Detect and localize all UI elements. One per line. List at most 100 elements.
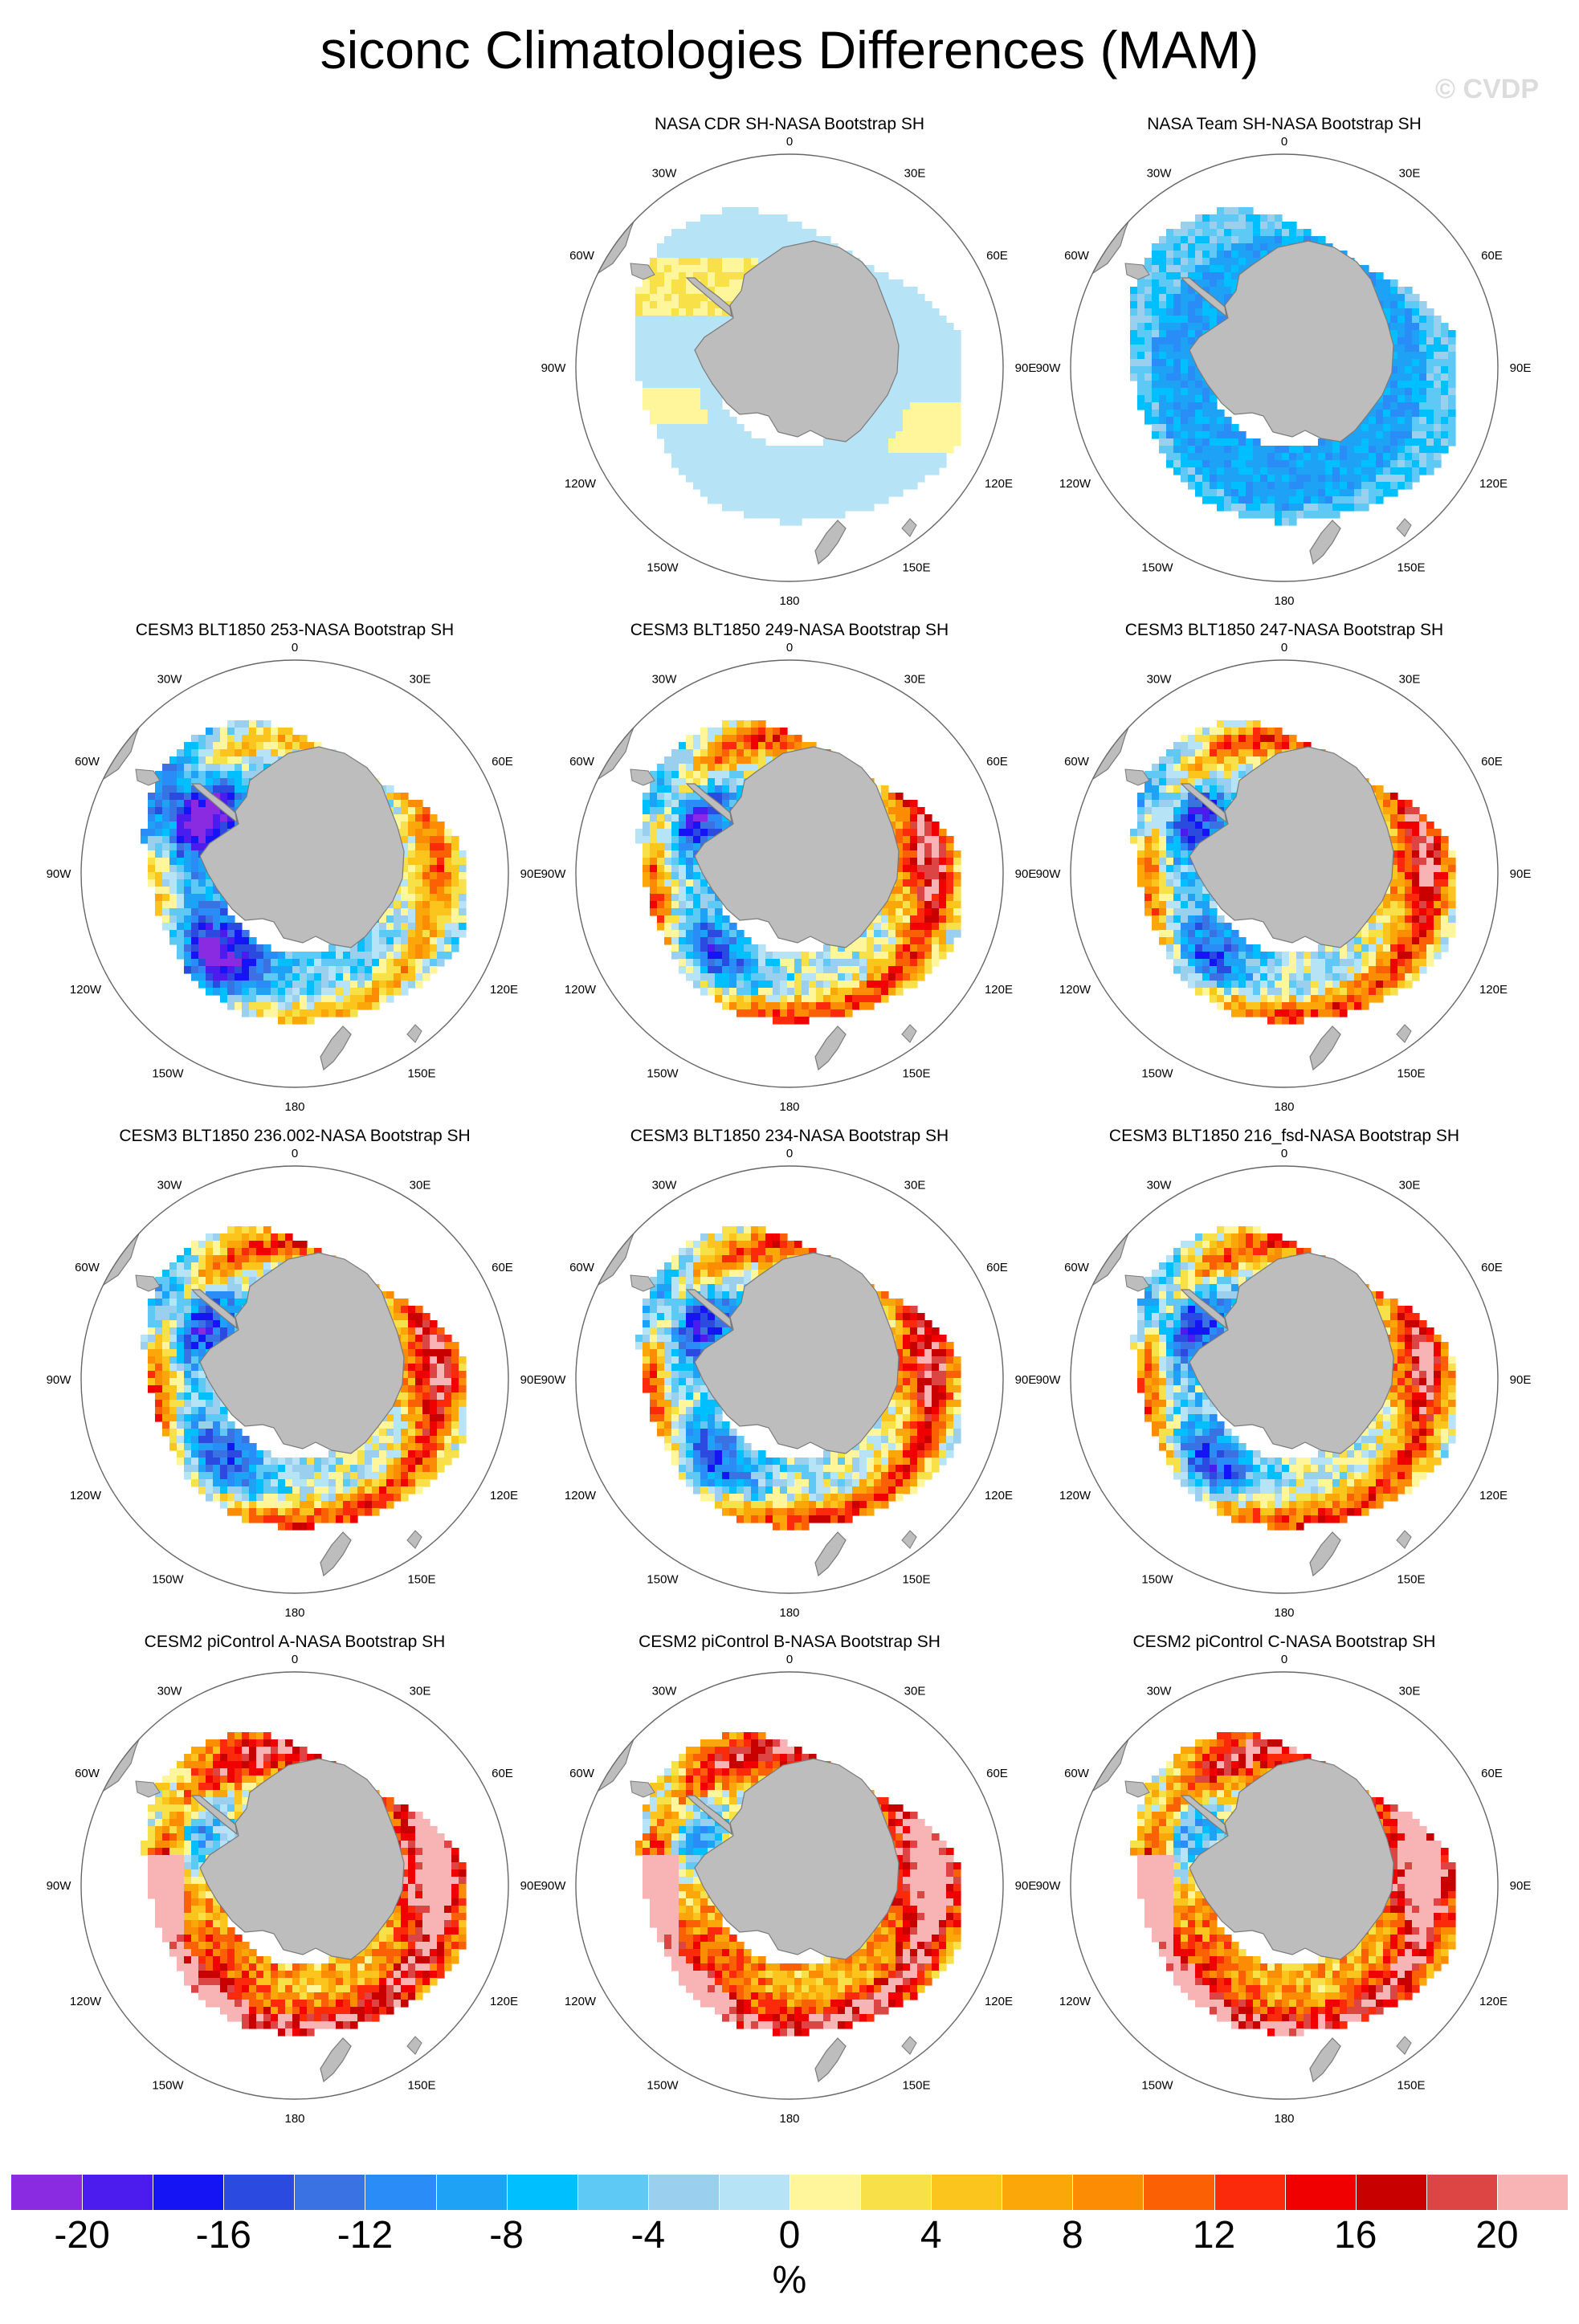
ice-cell	[1210, 728, 1218, 736]
ice-cell	[1210, 438, 1218, 446]
ice-cell	[1376, 402, 1384, 410]
ice-cell	[1397, 807, 1406, 815]
ice-cell	[1195, 482, 1203, 490]
ice-cell	[700, 410, 708, 418]
ice-cell	[1383, 446, 1391, 454]
ice-cell	[1289, 742, 1297, 750]
ice-cell	[671, 901, 679, 909]
ice-cell	[924, 959, 932, 967]
ice-cell	[1412, 402, 1420, 410]
ice-cell	[1325, 496, 1333, 504]
ice-cell	[736, 966, 745, 974]
ice-cell	[715, 236, 723, 244]
ice-cell	[888, 923, 896, 931]
ice-cell	[816, 966, 824, 974]
ice-cell	[650, 402, 658, 410]
ice-cell	[693, 438, 701, 446]
ice-cell	[780, 1009, 788, 1017]
ice-cell	[1210, 395, 1218, 403]
ice-cell	[1238, 764, 1246, 772]
ice-cell	[650, 800, 658, 808]
ice-cell	[693, 742, 701, 750]
ice-cell	[292, 742, 300, 750]
ice-cell	[1195, 308, 1203, 316]
ice-cell	[184, 771, 192, 779]
ice-cell	[1195, 800, 1203, 808]
ice-cell	[372, 966, 380, 974]
ice-cell	[162, 793, 170, 801]
ice-cell	[401, 923, 409, 931]
ice-cell	[664, 807, 672, 815]
ice-cell	[787, 966, 795, 974]
ice-cell	[671, 887, 679, 895]
ice-cell	[1188, 822, 1196, 830]
ice-cell	[1210, 793, 1218, 801]
ice-cell	[896, 822, 904, 830]
ice-cell	[1210, 771, 1218, 779]
ice-cell	[1144, 330, 1153, 338]
ice-cell	[184, 915, 192, 923]
ice-cell	[1166, 352, 1174, 360]
ice-cell	[1296, 475, 1304, 483]
ice-cell	[1347, 482, 1355, 490]
ice-cell	[1159, 402, 1167, 410]
ice-cell	[408, 915, 416, 923]
ice-cell	[1137, 345, 1145, 353]
ice-cell	[1282, 482, 1290, 490]
ice-cell	[1441, 431, 1449, 439]
ice-cell	[657, 381, 665, 389]
ice-cell	[1188, 735, 1196, 743]
ice-cell	[169, 778, 177, 786]
ice-cell	[177, 865, 185, 873]
ice-cell	[1210, 778, 1218, 786]
ice-cell	[1390, 301, 1398, 309]
ice-cell	[1181, 756, 1189, 764]
ice-cell	[408, 836, 416, 844]
ice-cell	[1253, 236, 1261, 244]
ice-cell	[415, 872, 423, 880]
ice-cell	[794, 489, 802, 497]
ice-cell	[1195, 749, 1203, 757]
ice-cell	[386, 966, 394, 974]
ice-cell	[1426, 402, 1434, 410]
ice-cell	[679, 872, 687, 880]
ice-cell	[415, 865, 423, 873]
ice-cell	[191, 865, 199, 873]
ice-cell	[1231, 771, 1239, 779]
ice-cell	[1448, 402, 1456, 410]
ice-cell	[758, 251, 766, 259]
ice-cell	[169, 879, 177, 887]
ice-cell	[671, 373, 679, 381]
ice-cell	[881, 981, 889, 989]
ice-cell	[903, 388, 911, 396]
ice-cell	[859, 988, 867, 996]
ice-cell	[736, 453, 745, 461]
ice-cell	[422, 952, 430, 960]
ice-cell	[708, 424, 716, 432]
ice-cell	[744, 756, 752, 764]
ice-cell	[459, 894, 467, 902]
ice-cell	[715, 489, 723, 497]
ice-cell	[657, 764, 665, 772]
ice-cell	[350, 959, 358, 967]
ice-cell	[1405, 460, 1413, 468]
ice-cell	[401, 937, 409, 945]
lon-label-60w: 60W	[1064, 249, 1090, 263]
ice-cell	[780, 482, 788, 490]
ice-cell	[1390, 417, 1398, 425]
ice-cell	[671, 778, 679, 786]
ice-cell	[1246, 222, 1254, 230]
ice-cell	[437, 858, 445, 866]
ice-cell	[845, 1002, 853, 1010]
ice-cell	[1159, 251, 1167, 259]
ice-cell	[888, 308, 896, 316]
lon-label-120w: 120W	[1059, 477, 1091, 491]
ice-cell	[715, 822, 723, 830]
ice-cell	[664, 785, 672, 793]
ice-cell	[722, 504, 730, 512]
ice-cell	[1159, 395, 1167, 403]
ice-cell	[1130, 287, 1138, 295]
ice-cell	[917, 381, 925, 389]
ice-cell	[365, 952, 373, 960]
ice-cell	[1152, 814, 1160, 822]
